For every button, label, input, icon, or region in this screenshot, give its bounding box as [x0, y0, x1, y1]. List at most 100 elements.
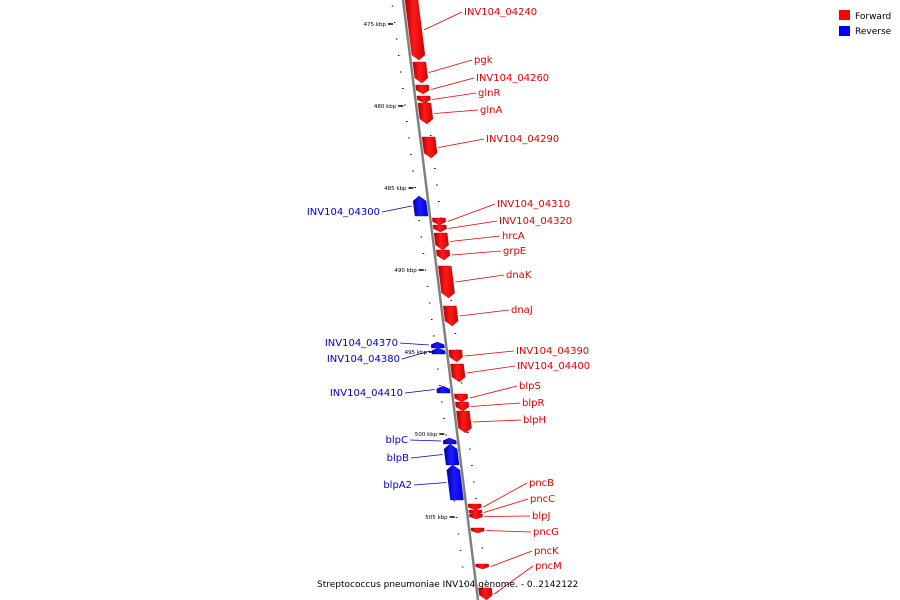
scale-label: 480 kbp	[374, 104, 397, 110]
label-leaders	[381, 11, 534, 595]
leader-pncM	[494, 565, 534, 595]
gene-label-INV104_04390[interactable]: INV104_04390	[516, 346, 589, 357]
gene-glyph-blpB	[443, 443, 460, 466]
leader-INV104_04290	[438, 138, 485, 148]
gene-label-pncK[interactable]: pncK	[534, 546, 559, 557]
legend-forward-label: Forward	[855, 12, 891, 22]
scale-label: 500 kbp	[415, 432, 438, 438]
gene-glyph-pgk	[412, 61, 429, 84]
gene-glyph-INV104_04390	[448, 349, 463, 363]
gene-label-blpA2[interactable]: blpA2	[383, 480, 412, 491]
gene-glyph-INV104_04380	[431, 347, 446, 355]
leader-INV104_04260	[431, 77, 475, 90]
gene-label-dnaK[interactable]: dnaK	[506, 270, 532, 281]
gene-label-pncB[interactable]: pncB	[529, 478, 554, 489]
gene-label-pgk[interactable]: pgk	[474, 55, 493, 66]
scale-label: 505 kbp	[425, 515, 448, 521]
gene-glyph-pncK	[475, 563, 490, 570]
gene-label-pncM[interactable]: pncM	[535, 561, 562, 572]
leader-INV104_04390	[464, 350, 515, 357]
gene-glyph-pncM	[478, 587, 493, 600]
leader-blpR	[470, 402, 521, 407]
legend-reverse-swatch	[839, 26, 850, 36]
gene-glyph-blpS	[454, 393, 469, 403]
gene-glyph-INV104_04260	[415, 84, 430, 95]
leader-glnR	[432, 92, 477, 100]
scale-label: 475 kbp	[364, 22, 387, 28]
scale-label: 495 kbp	[405, 350, 428, 356]
gene-glyph-pncB	[467, 503, 482, 511]
gene-glyph-pncG	[470, 527, 485, 534]
leader-pncB	[483, 482, 528, 508]
leader-dnaJ	[459, 309, 510, 317]
leader-blpC	[409, 439, 442, 442]
gene-glyph-glnA	[417, 102, 434, 125]
leader-pgk	[428, 59, 473, 73]
gene-glyph-hrcA	[433, 232, 449, 251]
leader-blpS	[469, 385, 518, 399]
gene-glyph-dnaK	[438, 265, 455, 299]
gene-label-blpB[interactable]: blpB	[387, 453, 409, 464]
gene-label-INV104_04240[interactable]: INV104_04240	[464, 7, 537, 18]
gene-glyph-INV104_04410	[436, 385, 451, 394]
gene-label-glnA[interactable]: glnA	[480, 105, 502, 116]
leader-INV104_04300	[381, 205, 412, 213]
leader-hrcA	[450, 235, 501, 242]
leader-INV104_04240	[423, 11, 463, 31]
legend-forward-swatch	[839, 10, 850, 20]
leader-INV104_04320	[448, 220, 498, 229]
gene-label-blpC[interactable]: blpC	[386, 435, 408, 446]
gene-glyph-blpJ	[469, 513, 483, 520]
gene-label-INV104_04320[interactable]: INV104_04320	[499, 216, 572, 227]
gene-label-pncC[interactable]: pncC	[530, 494, 555, 505]
gene-glyph-glnR	[416, 95, 431, 104]
gene-glyph-INV104_04400	[450, 363, 466, 383]
gene-label-dnaJ[interactable]: dnaJ	[511, 305, 533, 316]
gene-label-INV104_04300[interactable]: INV104_04300	[307, 207, 380, 218]
gene-label-pncG[interactable]: pncG	[533, 527, 559, 538]
gene-label-blpR[interactable]: blpR	[522, 398, 544, 409]
leader-blpA2	[413, 482, 447, 486]
leader-INV104_04380	[401, 350, 431, 360]
leader-INV104_04410	[404, 389, 435, 394]
leader-pncG	[486, 530, 532, 533]
leader-INV104_04310	[447, 203, 496, 222]
leader-pncC	[483, 498, 529, 513]
gene-glyph-INV104_04240	[404, 0, 426, 61]
leader-pncK	[490, 550, 533, 567]
scale-labels: 475 kbp 480 kbp 485 kbp 490 kbp 495 kbp 500 k…	[364, 22, 455, 521]
gene-glyph-blpH	[456, 410, 472, 434]
gene-label-INV104_04400[interactable]: INV104_04400	[517, 361, 590, 372]
leader-blpJ	[484, 515, 531, 517]
gene-label-INV104_04370[interactable]: INV104_04370	[325, 338, 398, 349]
gene-label-blpH[interactable]: blpH	[523, 415, 546, 426]
gene-label-INV104_04290[interactable]: INV104_04290	[486, 134, 559, 145]
gene-label-grpE[interactable]: grpE	[503, 246, 526, 257]
gene-label-hrcA[interactable]: hrcA	[502, 231, 525, 242]
leader-blpB	[410, 454, 443, 459]
leader-glnA	[434, 109, 479, 114]
gene-glyph-blpR	[455, 401, 470, 412]
gene-label-INV104_04260[interactable]: INV104_04260	[476, 73, 549, 84]
leader-dnaK	[455, 274, 505, 283]
gene-label-INV104_04310[interactable]: INV104_04310	[497, 199, 570, 210]
gene-glyph-blpC	[442, 437, 457, 445]
gene-glyph-INV104_04370	[430, 341, 445, 349]
gene-label-blpS[interactable]: blpS	[519, 381, 541, 392]
gene-label-blpJ[interactable]: blpJ	[532, 511, 550, 522]
gene-glyph-INV104_04300	[412, 195, 429, 217]
gene-glyphs	[404, 0, 493, 600]
leader-grpE	[451, 250, 502, 256]
gene-glyph-INV104_04310	[432, 217, 446, 226]
gene-label-INV104_04410[interactable]: INV104_04410	[330, 388, 403, 399]
gene-label-glnR[interactable]: glnR	[478, 88, 500, 99]
legend-reverse-label: Reverse	[855, 27, 892, 37]
gene-glyph-INV104_04320	[432, 224, 447, 233]
gene-glyph-INV104_04290	[421, 136, 438, 159]
gene-glyph-dnaJ	[443, 305, 459, 327]
gene-label-INV104_04380[interactable]: INV104_04380	[327, 354, 400, 365]
scale-label: 485 kbp	[384, 186, 407, 192]
gene-glyph-blpA2	[446, 464, 464, 501]
